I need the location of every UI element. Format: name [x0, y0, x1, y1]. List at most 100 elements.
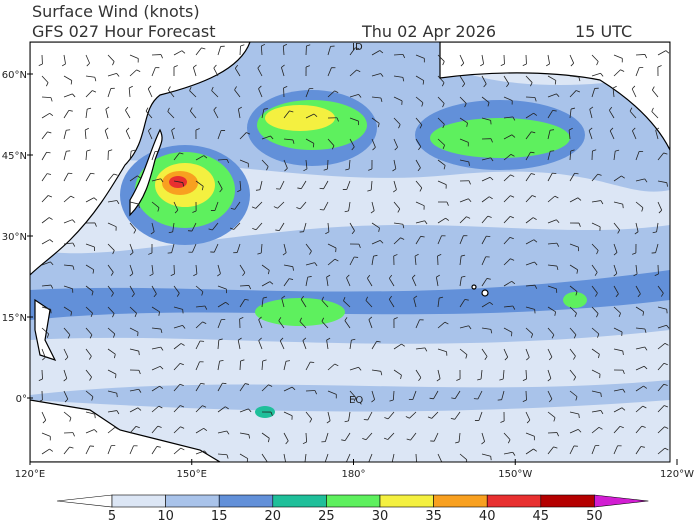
wind-barb [569, 90, 577, 98]
wind-barb [525, 112, 534, 119]
wind-barb [569, 306, 577, 314]
wind-barb [214, 201, 219, 211]
wind-barb-flag [600, 392, 602, 397]
wind-barb-flag [418, 377, 422, 382]
wind-barb-flag [240, 44, 245, 47]
wind-barb-flag [86, 149, 91, 152]
wind-barb-flag [67, 334, 71, 339]
wind-barb [129, 201, 139, 205]
wind-barb [63, 93, 73, 98]
wind-barb [173, 405, 181, 413]
wind-barb [411, 277, 417, 287]
wind-barb [547, 264, 557, 267]
wind-barb [305, 138, 315, 144]
colorbar-segment [111, 494, 166, 508]
wind-barb [459, 453, 468, 461]
wind-barb-flag [200, 382, 205, 385]
wind-barb [305, 432, 308, 443]
wind-barb [503, 174, 511, 182]
wind-barb [415, 159, 421, 168]
wind-barb [326, 277, 329, 287]
wind-barb-flag [270, 411, 273, 416]
wind-barb [503, 216, 511, 224]
wind-barb-flag [552, 109, 557, 112]
wind-barb [371, 138, 376, 148]
wind-barb [569, 390, 578, 397]
wind-barb [370, 180, 373, 190]
wind-barb [129, 407, 139, 413]
wind-barb [129, 264, 134, 274]
wind-barb [591, 72, 601, 77]
wind-barb-flag [464, 299, 469, 301]
wind-barb-flag [136, 69, 141, 72]
wind-barb [459, 138, 469, 143]
wind-barb [656, 222, 659, 232]
wind-barb-flag [365, 296, 369, 301]
wind-barb-flag [283, 43, 288, 47]
wind-barb-flag [641, 425, 646, 428]
wind-barb-flag [201, 291, 204, 296]
wind-barb [371, 369, 381, 372]
wind-barb-flag [576, 90, 581, 93]
wind-barb [85, 90, 93, 98]
wind-barb-flag [208, 228, 213, 231]
wind-barb [145, 110, 153, 119]
wind-barb-flag [263, 108, 268, 110]
wind-barb [459, 117, 468, 124]
colorbar-segment [272, 494, 327, 508]
wind-barb [129, 243, 134, 253]
wind-barb [415, 220, 425, 224]
wind-barb-flag [218, 338, 223, 341]
wind-barb [412, 390, 417, 400]
wind-barb [613, 243, 618, 253]
wind-barb [481, 301, 490, 308]
wind-barb-flag [149, 273, 154, 277]
wind-barb-flag [612, 85, 617, 89]
wind-barb-flag [394, 146, 398, 151]
wind-barb [371, 50, 380, 56]
wind-barb-flag [219, 359, 224, 362]
lon-label: 150°E [177, 469, 207, 480]
wind-barb [147, 88, 153, 98]
wind-barb-flag [376, 340, 381, 343]
wind-barb-flag [643, 385, 648, 389]
wind-barb [321, 300, 329, 308]
wind-barb-flag [346, 274, 350, 279]
wind-barb [239, 360, 241, 371]
wind-barb [195, 383, 202, 392]
wind-barb [104, 130, 109, 140]
wind-barb [85, 75, 95, 78]
wind-barb-flag [112, 313, 115, 318]
wind-barb-flag [621, 407, 626, 411]
wind-barb-flag [157, 425, 162, 428]
wind-barb-flag [393, 317, 398, 320]
wind-barb [129, 285, 135, 295]
wind-barb [125, 130, 131, 140]
wind-barb [415, 319, 420, 329]
colorbar-segment [379, 494, 434, 508]
wind-barb [415, 54, 425, 59]
wind-barb-flag [512, 116, 516, 121]
wind-barb-flag [654, 273, 659, 276]
wind-barb-flag [419, 124, 423, 129]
wind-barb-flag [282, 463, 285, 465]
wind-barb-flag [424, 347, 428, 352]
wind-barb [635, 67, 640, 77]
wind-barb-flag [273, 206, 278, 209]
wind-barb [613, 306, 621, 314]
wind-barb [481, 117, 491, 121]
wind-barb [151, 446, 158, 455]
wind-barb-flag [577, 197, 582, 201]
wind-barb-flag [49, 112, 54, 117]
wind-barb-flag [192, 210, 197, 213]
wind-barb [283, 243, 287, 253]
wind-barb-flag [305, 65, 310, 68]
wind-barb-flag [248, 408, 252, 413]
wind-barb [278, 222, 285, 231]
wind-barb-flag [651, 107, 654, 112]
lon-label: 120°W [660, 469, 694, 480]
wind-barb [371, 222, 380, 229]
wind-barb [651, 111, 659, 119]
wind-barb [63, 110, 70, 119]
wind-barb [239, 453, 248, 459]
